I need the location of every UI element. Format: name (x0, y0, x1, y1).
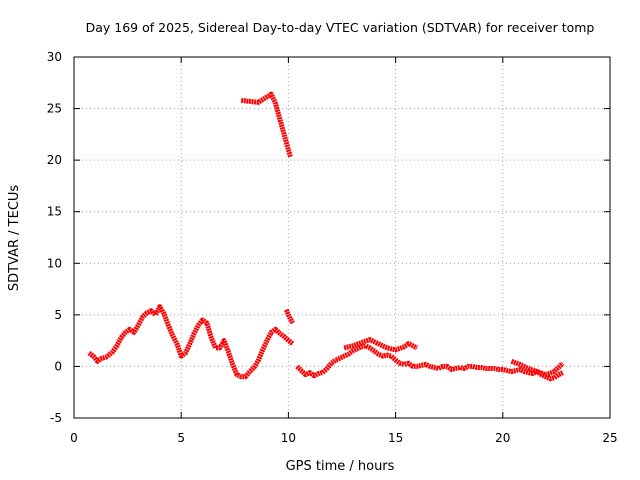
y-tick-label: 25 (47, 102, 62, 116)
x-axis-label: GPS time / hours (286, 459, 395, 474)
y-axis-label: SDTVAR / TECUs (7, 185, 22, 292)
data-traces (87, 91, 565, 382)
series-segment-early (87, 304, 295, 380)
x-tick-label: 10 (281, 431, 296, 445)
x-tick-label: 15 (388, 431, 403, 445)
axis-ticks: 0 5 10 15 20 25 -5 0 5 10 15 20 25 30 (47, 50, 618, 445)
y-tick-label: 30 (47, 50, 62, 64)
x-tick-label: 5 (177, 431, 185, 445)
chart-title: Day 169 of 2025, Sidereal Day-to-day VTE… (86, 20, 595, 35)
x-tick-label: 0 (70, 431, 78, 445)
series-segment-blip (283, 308, 295, 325)
y-tick-label: 20 (47, 153, 62, 167)
x-tick-label: 20 (495, 431, 510, 445)
y-tick-label: -5 (50, 411, 62, 425)
y-tick-label: 0 (54, 359, 62, 373)
series-segment-high (240, 91, 293, 158)
plot-frame (73, 56, 611, 419)
grid-lines (74, 57, 610, 418)
series-segment-end-branch (510, 358, 565, 378)
series-segment-late (295, 343, 564, 382)
y-tick-label: 15 (47, 205, 62, 219)
y-tick-label: 10 (47, 256, 62, 270)
x-tick-label: 25 (602, 431, 617, 445)
series-segment-upper-branch (343, 337, 419, 353)
y-tick-label: 5 (54, 308, 62, 322)
